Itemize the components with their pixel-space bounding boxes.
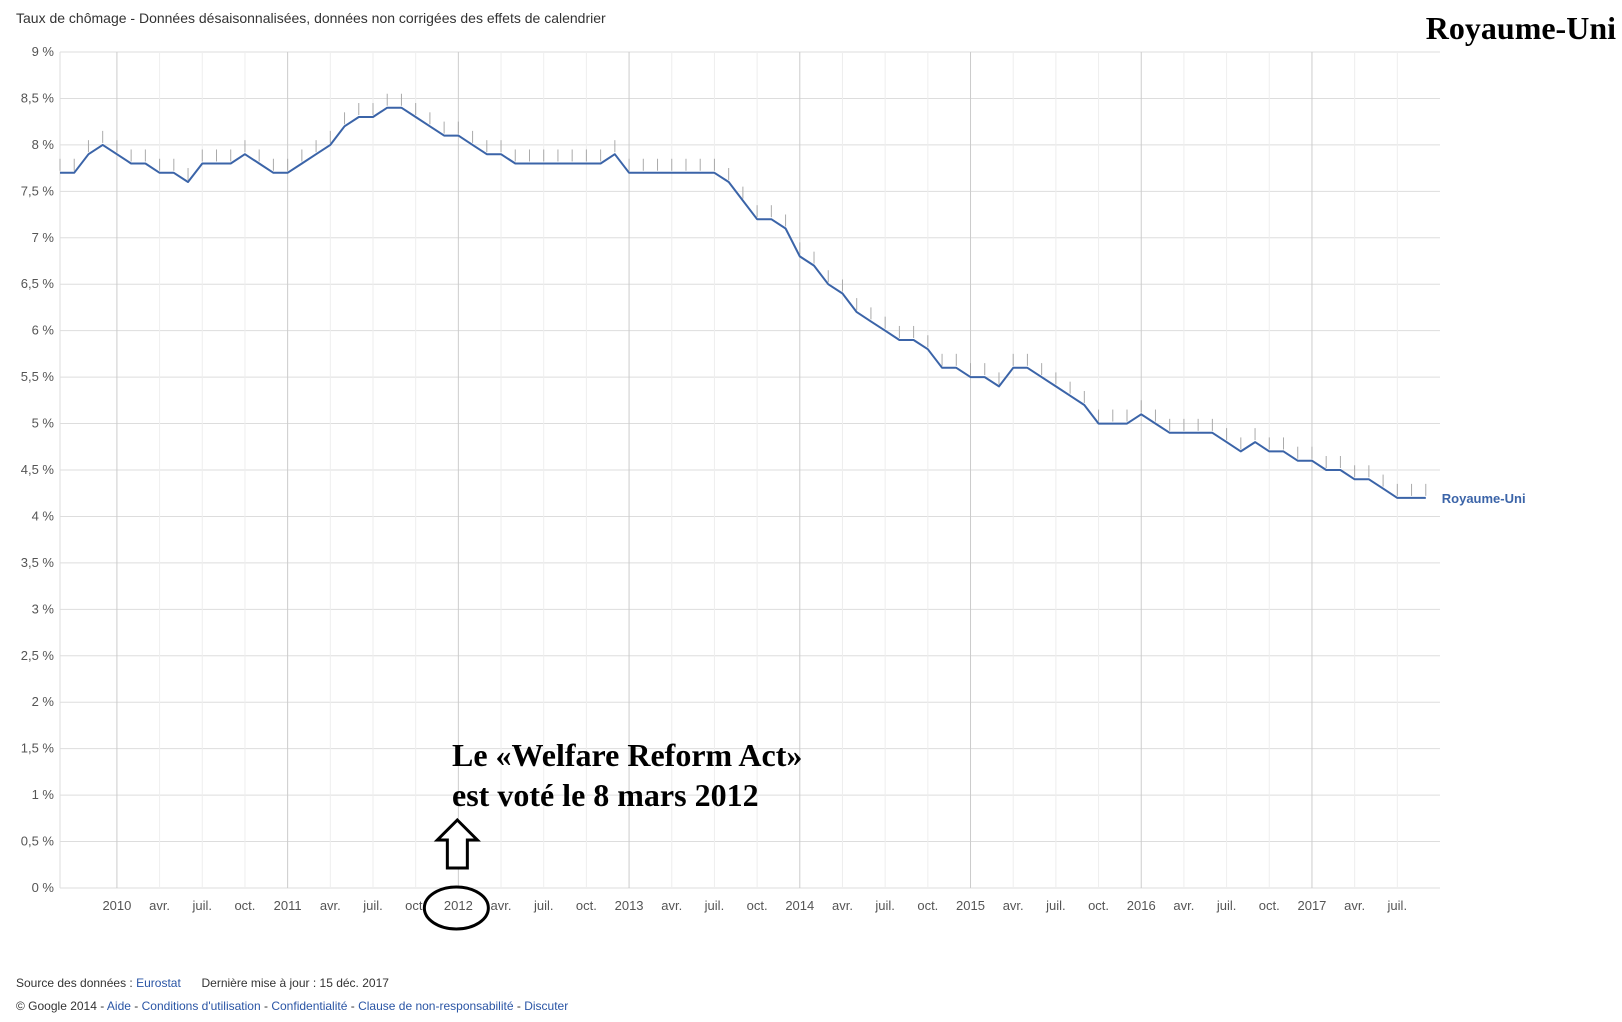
x-tick-label: avr. <box>491 898 512 913</box>
x-tick-label: avr. <box>149 898 170 913</box>
x-tick-label: juil. <box>192 898 213 913</box>
separator: - <box>264 999 268 1013</box>
link-conditions[interactable]: Conditions d'utilisation <box>141 999 261 1013</box>
y-tick-label: 1,5 % <box>21 741 55 756</box>
y-tick-label: 7,5 % <box>21 183 55 198</box>
x-tick-label: 2012 <box>444 898 473 913</box>
link-confidentialite[interactable]: Confidentialité <box>271 999 348 1013</box>
y-tick-label: 1 % <box>32 787 55 802</box>
annotation-markers <box>422 817 490 931</box>
y-tick-label: 0,5 % <box>21 834 55 849</box>
x-tick-label: juil. <box>1045 898 1066 913</box>
separator: - <box>134 999 139 1013</box>
series-line <box>60 106 1426 499</box>
y-tick-label: 2,5 % <box>21 648 55 663</box>
link-aide[interactable]: Aide <box>106 999 131 1013</box>
x-tick-label: 2014 <box>785 898 814 913</box>
y-tick-label: 5 % <box>32 416 55 431</box>
copyright: © Google 2014 - <box>16 999 105 1013</box>
source-link[interactable]: Eurostat <box>136 976 181 990</box>
y-tick-label: 4,5 % <box>21 462 55 477</box>
x-tick-label: 2016 <box>1127 898 1156 913</box>
y-tick-label: 8,5 % <box>21 90 55 105</box>
y-tick-label: 3 % <box>32 601 55 616</box>
y-tick-label: 2 % <box>32 694 55 709</box>
x-tick-label: oct. <box>405 898 426 913</box>
x-tick-label: avr. <box>320 898 341 913</box>
y-tick-label: 6 % <box>32 323 55 338</box>
data-tick-marks <box>59 93 1427 496</box>
y-axis: 0 % 0,5 % 1 % 1,5 % 2 % 2,5 % 3 % 3,5 % 4 % 4,5 %… <box>21 44 55 895</box>
year-circle <box>422 885 490 931</box>
x-tick-label: 2010 <box>102 898 131 913</box>
x-tick-label: juil. <box>362 898 383 913</box>
legend-label: Royaume-Uni <box>1442 491 1526 506</box>
annotation-line-1: Le «Welfare Reform Act» <box>452 737 803 773</box>
y-tick-label: 5,5 % <box>21 369 55 384</box>
separator: - <box>350 999 355 1013</box>
y-tick-label: 9 % <box>32 44 55 59</box>
link-clause[interactable]: Clause de non-responsabilité <box>358 999 514 1013</box>
x-tick-label: 2017 <box>1297 898 1326 913</box>
x-tick-label: avr. <box>1173 898 1194 913</box>
x-tick-label: oct. <box>1259 898 1280 913</box>
x-tick-label: 2013 <box>615 898 644 913</box>
up-arrow <box>433 817 481 870</box>
x-axis: 2010 avr. juil. oct. 2011 avr. juil. oct. 2012 av… <box>102 898 1407 913</box>
x-tick-label: juil. <box>1387 898 1408 913</box>
x-tick-label: 2015 <box>956 898 985 913</box>
x-tick-label: avr. <box>832 898 853 913</box>
footer-links: © Google 2014 - Aide - Conditions d'util… <box>16 999 568 1013</box>
chart-title: Taux de chômage - Données désaisonnalisé… <box>16 10 606 26</box>
country-title: Royaume-Uni <box>1425 10 1616 46</box>
unemployment-chart: 0 % 0,5 % 1 % 1,5 % 2 % 2,5 % 3 % 3,5 % 4 % 4,5 %… <box>21 44 1526 931</box>
y-tick-label: 8 % <box>32 137 55 152</box>
x-tick-label: avr. <box>1344 898 1365 913</box>
source-label: Source des données : <box>16 976 133 990</box>
link-discuter[interactable]: Discuter <box>524 999 569 1013</box>
y-tick-label: 7 % <box>32 230 55 245</box>
x-tick-label: oct. <box>1088 898 1109 913</box>
y-tick-label: 6,5 % <box>21 276 55 291</box>
x-tick-label: 2011 <box>274 898 302 913</box>
x-tick-label: juil. <box>704 898 725 913</box>
footer-source: Source des données : Eurostat Dernière m… <box>16 976 389 990</box>
y-tick-label: 0 % <box>32 880 55 895</box>
x-tick-label: juil. <box>874 898 895 913</box>
last-updated: Dernière mise à jour : 15 déc. 2017 <box>201 976 389 990</box>
x-tick-label: avr. <box>661 898 682 913</box>
separator: - <box>516 999 521 1013</box>
legend: Royaume-Uni <box>1442 491 1526 506</box>
annotation-line-2: est voté le 8 mars 2012 <box>452 777 759 813</box>
chart-grid <box>59 51 1440 889</box>
x-tick-label: oct. <box>917 898 938 913</box>
x-tick-label: oct. <box>234 898 255 913</box>
y-tick-label: 3,5 % <box>21 555 55 570</box>
y-tick-label: 4 % <box>32 508 55 523</box>
x-tick-label: oct. <box>576 898 597 913</box>
x-tick-label: juil. <box>533 898 554 913</box>
annotation-text: Le «Welfare Reform Act» est voté le 8 ma… <box>452 735 802 815</box>
x-tick-label: juil. <box>1216 898 1237 913</box>
x-tick-label: oct. <box>747 898 768 913</box>
series-group <box>60 106 1426 499</box>
x-tick-label: avr. <box>1003 898 1024 913</box>
